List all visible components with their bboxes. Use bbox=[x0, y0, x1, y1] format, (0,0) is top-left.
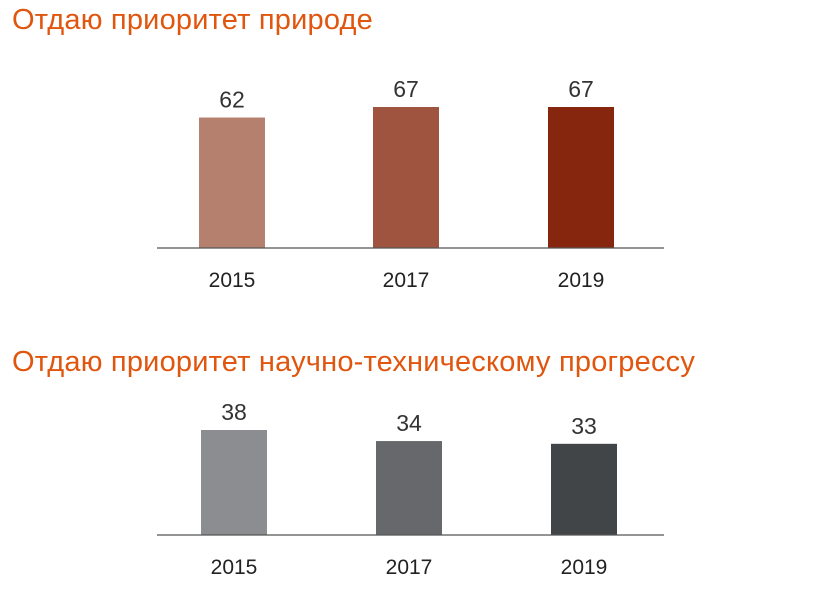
bar-2019 bbox=[551, 443, 617, 535]
data-label-2015: 62 bbox=[219, 87, 245, 113]
bar-2017 bbox=[376, 441, 442, 535]
data-label-2019: 33 bbox=[571, 413, 597, 439]
bar-chart-nature: 62 2015 67 2017 67 2019 bbox=[157, 76, 664, 292]
x-tick-label-2015: 2015 bbox=[211, 556, 258, 579]
data-label-2019: 67 bbox=[568, 76, 594, 102]
data-label-2015: 38 bbox=[221, 399, 247, 425]
bar-2017 bbox=[373, 107, 439, 248]
x-tick-label-2019: 2019 bbox=[561, 556, 608, 579]
bar-2015 bbox=[199, 117, 265, 248]
x-tick-label-2019: 2019 bbox=[558, 269, 605, 292]
chart-title-nature: Отдаю приоритет природе bbox=[12, 4, 373, 36]
bar-2015 bbox=[201, 430, 267, 535]
bar-chart-progress: 38 2015 34 2017 33 2019 bbox=[157, 399, 664, 579]
data-label-2017: 34 bbox=[396, 410, 422, 436]
x-tick-label-2017: 2017 bbox=[386, 556, 433, 579]
chart-title-progress: Отдаю приоритет научно-техническому прог… bbox=[12, 346, 696, 378]
bar-2019 bbox=[548, 107, 614, 248]
data-label-2017: 67 bbox=[393, 76, 419, 102]
x-tick-label-2015: 2015 bbox=[209, 269, 256, 292]
x-tick-label-2017: 2017 bbox=[383, 269, 430, 292]
